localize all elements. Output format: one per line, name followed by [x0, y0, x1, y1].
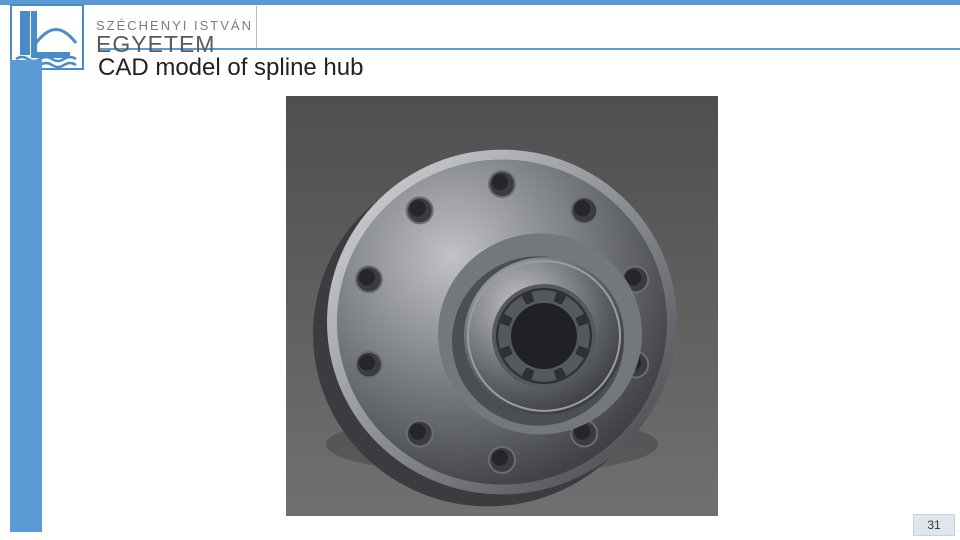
- logo-text-bottom: EGYETEM: [96, 33, 253, 56]
- logo-divider: [256, 6, 257, 48]
- left-rail: [10, 60, 42, 532]
- page-number: 31: [913, 514, 955, 536]
- logo-text-top: SZÉCHENYI ISTVÁN: [96, 19, 253, 32]
- slide-title: CAD model of spline hub: [98, 54, 363, 82]
- cad-figure: [286, 96, 718, 516]
